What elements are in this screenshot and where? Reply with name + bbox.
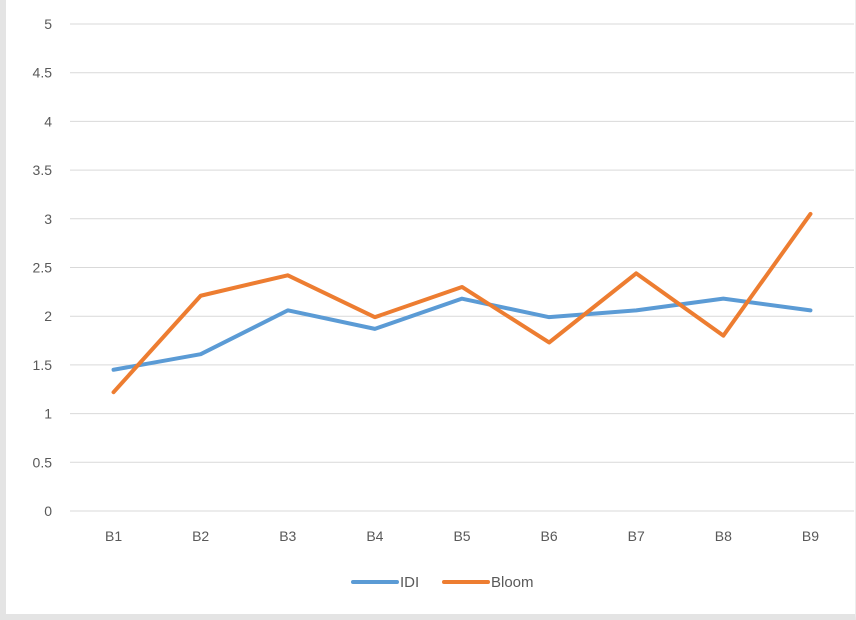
y-tick-label: 1.5 xyxy=(33,357,53,373)
x-tick-label: B5 xyxy=(453,528,470,544)
y-tick-label: 0 xyxy=(44,503,52,519)
x-tick-label: B6 xyxy=(541,528,558,544)
legend-label-bloom: Bloom xyxy=(491,574,534,591)
legend-label-idi: IDI xyxy=(400,574,419,591)
y-tick-label: 5 xyxy=(44,16,52,32)
line-chart: 0 0.5 1 1.5 2 2.5 3 3.5 4 4.5 5 B1 B2 B3 B4 B5 B6 B7 B8 B9 I… xyxy=(33,16,854,591)
series-line-bloom xyxy=(111,211,813,395)
y-tick-label: 2.5 xyxy=(33,260,53,276)
y-tick-label: 4 xyxy=(44,113,52,129)
x-tick-label: B4 xyxy=(366,528,383,544)
y-tick-label: 1 xyxy=(44,406,52,422)
x-tick-label: B3 xyxy=(279,528,296,544)
y-tick-label: 2 xyxy=(44,308,52,324)
x-tick-label: B2 xyxy=(192,528,209,544)
y-tick-label: 4.5 xyxy=(33,65,53,81)
x-tick-label: B9 xyxy=(802,528,819,544)
y-tick-label: 3 xyxy=(44,211,52,227)
y-tick-label: 0.5 xyxy=(33,454,53,470)
x-tick-label: B1 xyxy=(105,528,122,544)
x-tick-label: B7 xyxy=(628,528,645,544)
x-tick-label: B8 xyxy=(715,528,732,544)
y-tick-label: 3.5 xyxy=(33,162,53,178)
series-line-idi xyxy=(111,296,813,372)
